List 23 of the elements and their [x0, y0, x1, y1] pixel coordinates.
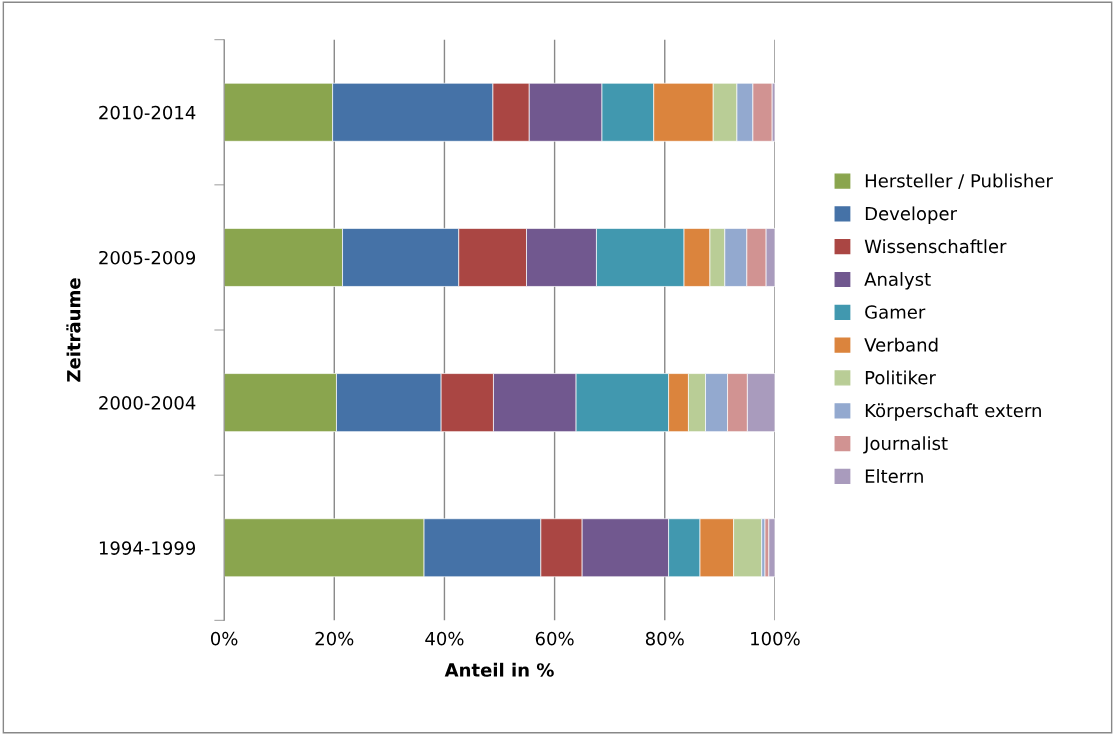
- y-axis-title: Zeiträume: [66, 278, 81, 382]
- y-tick-label: 1994-1999: [99, 541, 196, 555]
- x-axis-title: Anteil in %: [444, 662, 554, 677]
- legend-label: Elterrn: [865, 468, 923, 483]
- bar: [768, 518, 775, 578]
- legend-label: Körperschaft extern: [865, 403, 1041, 421]
- legend-label: Journalist: [863, 436, 948, 454]
- y-tick-label: 2005-2009: [99, 250, 196, 265]
- x-tick-label: 100%: [751, 631, 800, 646]
- y-tick-label: 2010-2014: [99, 105, 196, 120]
- legend-label: Politiker: [865, 370, 936, 385]
- x-tick-label: 40%: [425, 631, 464, 646]
- y-tick-label: 2000-2004: [99, 396, 196, 410]
- x-tick-label: 80%: [645, 631, 684, 646]
- legend-label: Verband: [864, 337, 938, 352]
- legend-label: Gamer: [865, 305, 926, 319]
- legend-label: Hersteller / Publisher: [865, 173, 1053, 189]
- x-tick-label: 20%: [315, 631, 354, 646]
- legend-label: Analyst: [864, 272, 931, 290]
- legend-label: Developer: [865, 206, 957, 224]
- x-tick-label: 60%: [535, 631, 574, 646]
- x-tick-label: 0%: [210, 631, 238, 646]
- legend-label: Wissenschaftler: [864, 239, 1007, 254]
